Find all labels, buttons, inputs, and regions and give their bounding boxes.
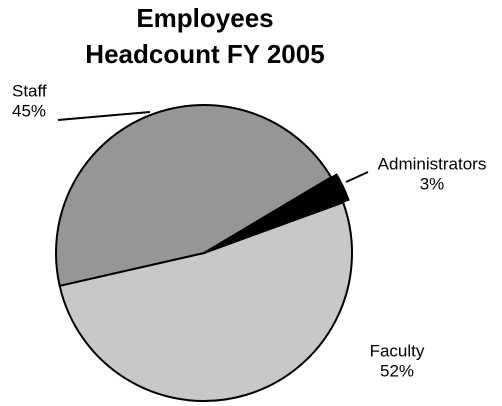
slice-value-label: 52%	[380, 361, 414, 380]
leader-line	[57, 111, 151, 121]
slice-label: Faculty	[370, 341, 425, 360]
slice-value-label: 3%	[420, 174, 445, 193]
slice-label: Staff	[12, 81, 47, 100]
leader-line	[345, 171, 369, 183]
pie-slice	[55, 104, 333, 287]
chart-title: Employees	[136, 3, 273, 33]
slice-label: Administrators	[378, 154, 487, 173]
chart-title: Headcount FY 2005	[85, 39, 324, 69]
pie-slice	[208, 173, 350, 252]
pie-slice	[58, 201, 353, 402]
slice-value-label: 45%	[12, 101, 46, 120]
